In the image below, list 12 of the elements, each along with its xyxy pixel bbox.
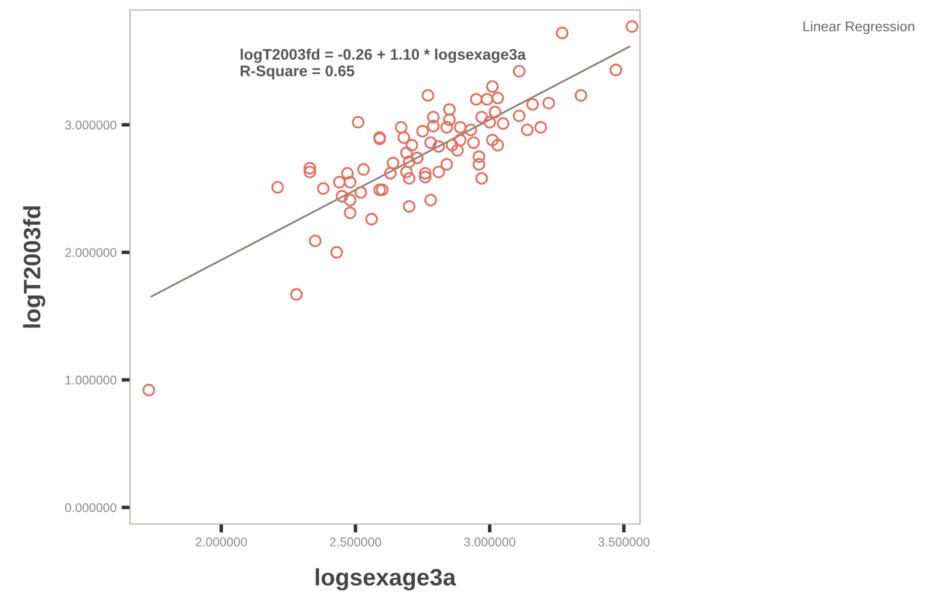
x-tick-label: 3.500000	[598, 538, 650, 546]
y-axis-title: logT2003fd	[23, 206, 46, 328]
x-axis-title: logsexage3a	[316, 568, 456, 590]
y-tick-label: 1.000000	[66, 376, 116, 385]
x-tick-label: 2.500000	[330, 538, 382, 546]
y-tick-label: 3.000000	[65, 120, 116, 130]
y-tick-label: 0.000000	[65, 503, 116, 512]
annotation: logT2003fd = -0.26 + 1.10 * logsexage3a R-Square = 0.65	[240, 48, 526, 80]
y-tick-label: 2.000000	[65, 248, 116, 257]
text: Linear Regression	[803, 21, 914, 34]
x-tick-label: 3.000000	[464, 538, 516, 546]
x-tick-label: 2.000000	[196, 538, 247, 546]
